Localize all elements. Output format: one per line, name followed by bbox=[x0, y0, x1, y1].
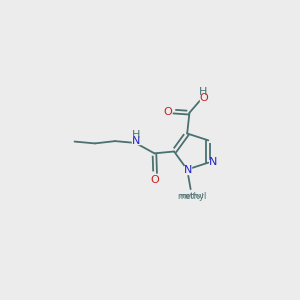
Text: N: N bbox=[209, 157, 218, 167]
Bar bbox=[185, 192, 199, 200]
Bar bbox=[152, 176, 159, 183]
Bar bbox=[210, 158, 217, 166]
Text: O: O bbox=[199, 93, 208, 103]
Bar bbox=[132, 137, 140, 144]
Text: methyl: methyl bbox=[177, 192, 206, 201]
Text: N: N bbox=[183, 165, 192, 175]
Bar bbox=[200, 94, 207, 102]
Text: H: H bbox=[132, 130, 140, 140]
Bar bbox=[200, 89, 207, 95]
Bar bbox=[133, 131, 139, 138]
Bar bbox=[184, 166, 191, 174]
Text: H: H bbox=[199, 87, 208, 97]
Text: O: O bbox=[164, 106, 172, 116]
Text: N: N bbox=[132, 136, 140, 146]
Text: O: O bbox=[151, 175, 160, 185]
Text: methyl: methyl bbox=[180, 193, 204, 199]
Bar bbox=[164, 108, 172, 115]
